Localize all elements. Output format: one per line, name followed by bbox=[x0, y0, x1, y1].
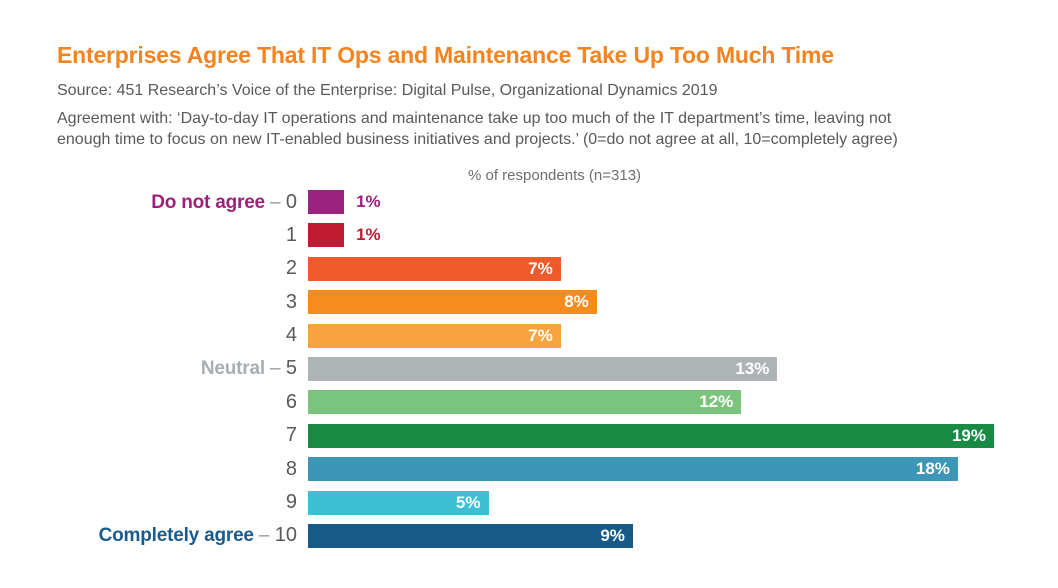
category-prefix: Neutral bbox=[200, 358, 271, 380]
bar: 12% bbox=[308, 390, 742, 415]
bar-row: Completely agree – 10 9% bbox=[57, 523, 1001, 548]
category-number: 9 bbox=[285, 491, 297, 514]
bar-row: 6 12% bbox=[57, 390, 1001, 415]
bar-track: 7% bbox=[308, 323, 561, 348]
category-dash: – bbox=[270, 358, 286, 380]
category-prefix: Completely agree bbox=[98, 525, 259, 547]
bar: 5% bbox=[308, 490, 489, 515]
bar-row: 1 1% bbox=[57, 223, 1001, 248]
bar: 9% bbox=[308, 523, 633, 548]
category-label: 1 bbox=[57, 224, 297, 247]
bar-row: Neutral – 5 13% bbox=[57, 356, 1001, 381]
category-dash: – bbox=[258, 525, 275, 547]
category-label: 2 bbox=[57, 257, 297, 280]
bar-track: 5% bbox=[308, 490, 489, 515]
agreement-statement: Agreement with: ‘Day-to-day IT operation… bbox=[57, 108, 1001, 150]
category-label: Completely agree – 10 bbox=[57, 524, 297, 547]
bar-row: 8 18% bbox=[57, 457, 1001, 482]
bar: 13% bbox=[308, 356, 778, 381]
chart-title: Enterprises Agree That IT Ops and Mainte… bbox=[57, 42, 834, 68]
bar-track: 1% bbox=[308, 223, 381, 248]
category-number: 8 bbox=[285, 457, 297, 480]
category-label: 7 bbox=[57, 424, 297, 447]
category-number: 3 bbox=[285, 290, 297, 313]
category-dash: – bbox=[270, 191, 286, 213]
axis-title: % of respondents (n=313) bbox=[468, 167, 642, 184]
category-label: Do not agree – 0 bbox=[57, 191, 297, 214]
bar-value-label: 7% bbox=[528, 258, 553, 278]
bar-track: 19% bbox=[308, 423, 994, 448]
category-label: 3 bbox=[57, 291, 297, 314]
agreement-line-2: enough time to focus on new IT-enabled b… bbox=[57, 131, 898, 148]
bar-value-label-outside: 1% bbox=[356, 225, 381, 245]
bar-row: 9 5% bbox=[57, 490, 1001, 515]
category-number: 5 bbox=[285, 357, 297, 380]
category-number: 2 bbox=[285, 257, 297, 280]
source-line: Source: 451 Research’s Voice of the Ente… bbox=[57, 82, 718, 99]
bar-row: 4 7% bbox=[57, 323, 1001, 348]
bar-track: 8% bbox=[308, 290, 597, 315]
category-number: 7 bbox=[285, 424, 297, 447]
category-label: 9 bbox=[57, 491, 297, 514]
category-number: 4 bbox=[285, 324, 297, 347]
bar-value-label: 19% bbox=[951, 425, 986, 445]
bar-value-label: 8% bbox=[564, 292, 589, 312]
category-label: 8 bbox=[57, 458, 297, 481]
bar-chart: Do not agree – 0 1% 1 1% 2 bbox=[57, 190, 1001, 548]
category-label: 4 bbox=[57, 324, 297, 347]
chart-page: Enterprises Agree That IT Ops and Mainte… bbox=[57, 42, 1001, 548]
bar-track: 12% bbox=[308, 390, 742, 415]
category-number: 1 bbox=[285, 223, 297, 246]
bar-row: Do not agree – 0 1% bbox=[57, 190, 1001, 214]
bar-track: 13% bbox=[308, 356, 778, 381]
category-label: 6 bbox=[57, 391, 297, 414]
bar-value-label: 13% bbox=[735, 358, 770, 378]
bar-track: 18% bbox=[308, 457, 958, 482]
bar: 19% bbox=[308, 423, 994, 448]
bar-value-label: 18% bbox=[915, 459, 950, 479]
bar-track: 1% bbox=[308, 190, 381, 214]
bar-value-label: 5% bbox=[455, 492, 481, 512]
category-number: 6 bbox=[285, 390, 297, 413]
bar-track: 9% bbox=[308, 523, 633, 548]
bar-row: 3 8% bbox=[57, 290, 1001, 315]
bar-row: 7 19% bbox=[57, 423, 1001, 448]
category-number: 10 bbox=[274, 524, 297, 547]
bar bbox=[308, 190, 345, 214]
category-prefix: Do not agree bbox=[151, 191, 271, 213]
bar-value-label: 9% bbox=[600, 525, 625, 545]
bar-row: 2 7% bbox=[57, 256, 1001, 281]
bar: 7% bbox=[308, 323, 561, 348]
bar-track: 7% bbox=[308, 256, 561, 281]
bar-value-label: 7% bbox=[528, 325, 553, 345]
category-number: 0 bbox=[285, 190, 297, 213]
bar-value-label-outside: 1% bbox=[356, 192, 381, 211]
agreement-line-1: Agreement with: ‘Day-to-day IT operation… bbox=[57, 110, 892, 127]
bar: 7% bbox=[308, 256, 561, 281]
bar: 18% bbox=[308, 457, 958, 482]
bar-value-label: 12% bbox=[699, 392, 734, 412]
bar bbox=[308, 223, 345, 248]
category-label: Neutral – 5 bbox=[57, 357, 297, 380]
bar: 8% bbox=[308, 290, 597, 315]
